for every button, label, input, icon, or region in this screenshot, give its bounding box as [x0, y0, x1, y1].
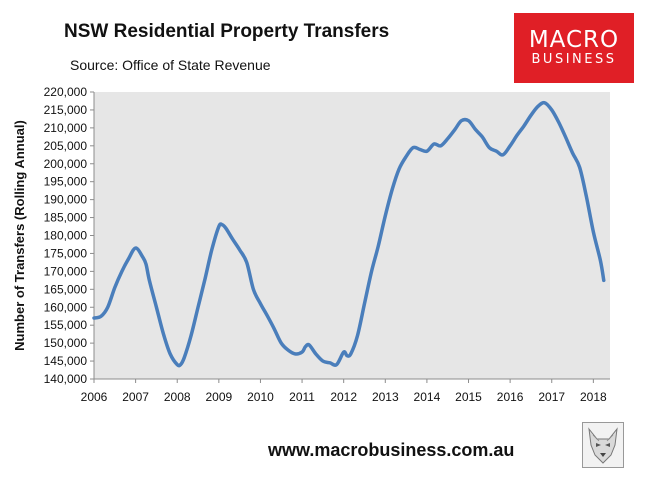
x-tick-label: 2009: [205, 390, 232, 404]
series-line: [92, 100, 606, 368]
y-tick-label: 165,000: [44, 282, 88, 296]
x-tick-label: 2008: [164, 390, 191, 404]
y-tick-label: 200,000: [44, 157, 88, 171]
series-layer: [92, 100, 606, 368]
x-tick-label: 2011: [289, 390, 315, 404]
chart-source: Source: Office of State Revenue: [70, 57, 271, 73]
y-tick-label: 155,000: [44, 318, 88, 332]
macrobusiness-logo: MACRO BUSINESS: [514, 13, 634, 83]
wolf-logo-icon: [582, 422, 624, 468]
y-tick-label: 140,000: [44, 372, 88, 386]
y-tick-label: 190,000: [44, 193, 88, 207]
logo-line1: MACRO: [528, 27, 620, 53]
x-tick-label: 2017: [538, 390, 565, 404]
y-tick-label: 180,000: [44, 229, 88, 243]
x-tick-label: 2010: [247, 390, 274, 404]
y-tick-label: 205,000: [44, 139, 88, 153]
x-tick-label: 2013: [372, 390, 399, 404]
y-axis-label: Number of Transfers (Rolling Annual): [12, 120, 27, 351]
y-tick-label: 150,000: [44, 336, 88, 350]
x-tick-label: 2018: [580, 390, 607, 404]
x-tick-label: 2006: [81, 390, 108, 404]
website-url: www.macrobusiness.com.au: [268, 440, 515, 460]
x-tick-label: 2007: [122, 390, 149, 404]
x-tick-label: 2012: [330, 390, 357, 404]
y-tick-label: 160,000: [44, 300, 88, 314]
x-tick-label: 2015: [455, 390, 482, 404]
y-tick-label: 210,000: [44, 121, 88, 135]
y-tick-label: 220,000: [44, 85, 88, 99]
y-axis: 140,000 145,000 150,000 155,000 160,000 165,0…: [44, 85, 95, 386]
chart-title: NSW Residential Property Transfers: [64, 21, 390, 42]
x-axis: 2006 2007 2008 2009 2010 2011 2012 2013 2014 2015…: [81, 378, 610, 404]
logo-line2: BUSINESS: [531, 52, 617, 67]
x-tick-label: 2016: [497, 390, 524, 404]
y-tick-label: 185,000: [44, 211, 88, 225]
y-tick-label: 195,000: [44, 175, 88, 189]
y-tick-label: 145,000: [44, 354, 88, 368]
y-tick-label: 170,000: [44, 264, 88, 278]
y-tick-label: 215,000: [44, 103, 88, 117]
y-tick-label: 175,000: [44, 246, 88, 260]
plot-area: [94, 92, 610, 379]
x-tick-label: 2014: [414, 390, 441, 404]
